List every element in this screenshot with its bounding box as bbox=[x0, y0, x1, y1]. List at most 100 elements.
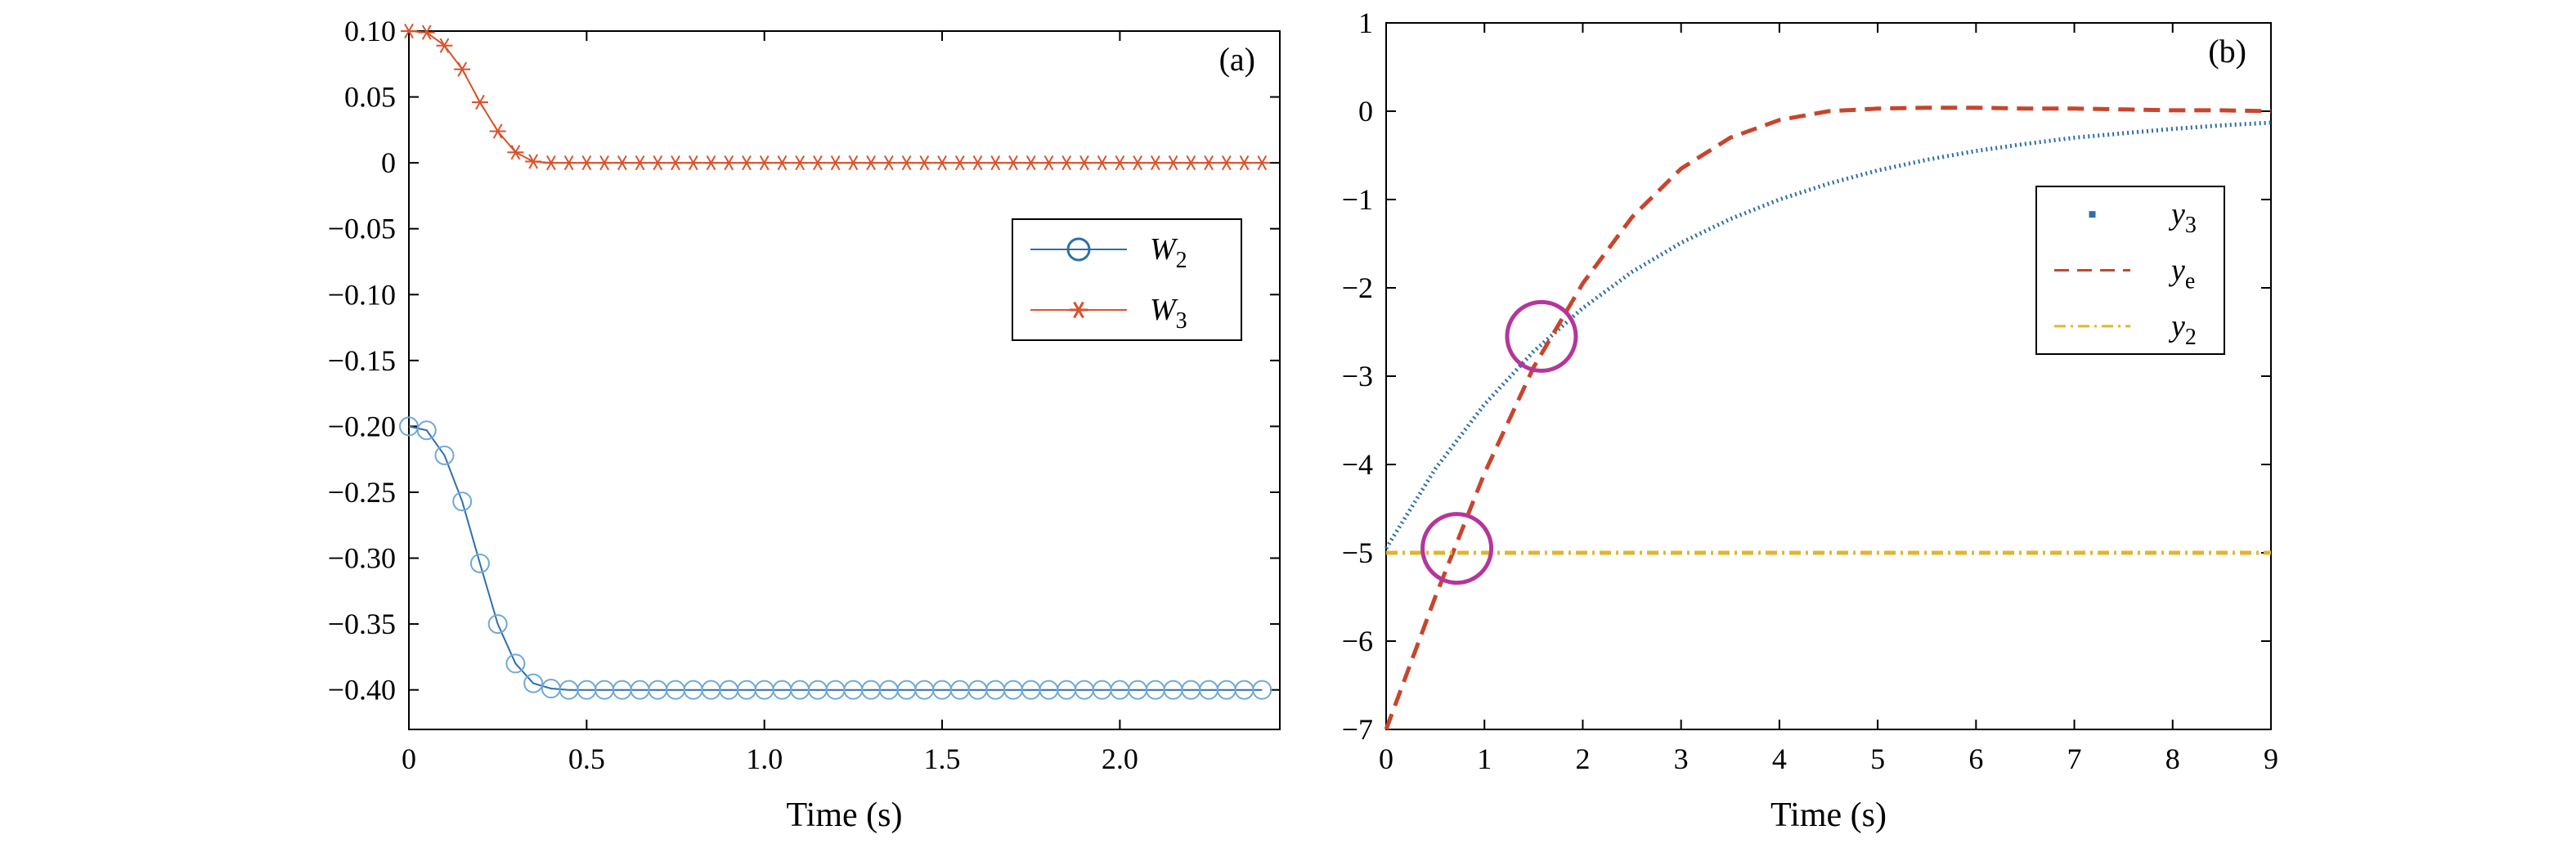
data-point-stroke bbox=[759, 155, 770, 171]
data-point bbox=[418, 25, 435, 40]
data-point-stroke bbox=[1061, 155, 1072, 171]
data-point bbox=[649, 155, 666, 171]
data-point-stroke bbox=[688, 155, 698, 171]
y-tick-label: −3 bbox=[1342, 360, 1373, 393]
data-point bbox=[542, 155, 559, 171]
data-point bbox=[596, 155, 613, 171]
x-tick-label: 3 bbox=[1674, 743, 1689, 775]
y-tick-label: −2 bbox=[1342, 271, 1373, 304]
legend-box bbox=[1012, 218, 1242, 341]
data-point bbox=[1218, 155, 1235, 171]
panel-a-chart: 0 0.5 1.0 1.5 2.0 0.10 0.05 0 −0.05 −0.10 −0.15 −0.… bbox=[328, 15, 1281, 834]
legend-label-sub: 3 bbox=[2185, 213, 2197, 238]
y-tick-label: −0.15 bbox=[328, 344, 396, 377]
x-tick-label: 5 bbox=[1870, 743, 1885, 775]
data-point bbox=[434, 445, 455, 465]
data-point-stroke bbox=[421, 25, 432, 40]
data-point bbox=[969, 155, 986, 171]
y-tick-label: 0 bbox=[381, 146, 396, 179]
data-point bbox=[1058, 155, 1075, 171]
y-tick-label: −0.40 bbox=[328, 674, 396, 707]
data-point bbox=[1129, 155, 1147, 171]
series-line bbox=[408, 425, 1263, 691]
legend-label-sub: e bbox=[2185, 269, 2195, 294]
data-point-stroke bbox=[919, 155, 930, 171]
legend-label-main: y bbox=[2168, 309, 2185, 343]
y-tick-label: −0.35 bbox=[328, 608, 396, 640]
data-point bbox=[684, 155, 702, 171]
data-point bbox=[880, 155, 897, 171]
data-point-stroke bbox=[581, 155, 592, 171]
data-point bbox=[505, 653, 526, 674]
y-tick-label: −0.05 bbox=[328, 213, 396, 245]
data-point-stroke bbox=[1079, 155, 1089, 171]
y-tick-label: −0.20 bbox=[328, 410, 396, 442]
data-point-stroke bbox=[617, 155, 627, 171]
data-point-stroke bbox=[830, 155, 841, 171]
data-point bbox=[436, 38, 453, 53]
data-point bbox=[738, 155, 755, 171]
x-tick-label: 0 bbox=[402, 743, 416, 775]
legend-label: ye bbox=[2168, 254, 2195, 294]
legend-marker bbox=[1066, 237, 1091, 262]
legend-label-sub: 2 bbox=[2185, 325, 2197, 350]
data-point bbox=[898, 155, 915, 171]
data-point-stroke bbox=[1097, 155, 1107, 171]
legend-label: W3 bbox=[1150, 293, 1187, 334]
legend-label: W2 bbox=[1150, 232, 1187, 273]
data-point bbox=[1252, 680, 1272, 700]
x-axis-title: Time (s) bbox=[787, 796, 903, 834]
data-point-stroke bbox=[795, 155, 806, 171]
data-point bbox=[631, 155, 648, 171]
data-point bbox=[756, 155, 773, 171]
data-point-stroke bbox=[599, 155, 609, 171]
data-point bbox=[1147, 155, 1164, 171]
data-point-stroke bbox=[1025, 155, 1036, 171]
y-tick-label: −0.30 bbox=[328, 542, 396, 575]
data-point-stroke bbox=[475, 94, 485, 110]
x-tick-label: 8 bbox=[2165, 743, 2180, 775]
y-tick-label: −0.25 bbox=[328, 476, 396, 509]
legend-marker-stroke bbox=[1073, 301, 1084, 319]
data-point-stroke bbox=[706, 155, 716, 171]
data-point-stroke bbox=[1150, 155, 1160, 171]
data-point bbox=[1254, 155, 1271, 171]
data-point bbox=[1200, 155, 1218, 171]
data-point bbox=[809, 155, 826, 171]
data-point bbox=[1165, 155, 1182, 171]
data-point-stroke bbox=[1239, 155, 1250, 171]
plot-frame bbox=[1385, 22, 2272, 730]
data-point-stroke bbox=[1221, 155, 1232, 171]
data-point bbox=[702, 155, 720, 171]
data-point-stroke bbox=[742, 155, 752, 171]
data-point bbox=[525, 154, 542, 169]
data-point bbox=[454, 61, 471, 77]
x-tick-label: 1 bbox=[1477, 743, 1492, 775]
x-tick-label: 2 bbox=[1575, 743, 1590, 775]
y-tick-label: −4 bbox=[1342, 448, 1373, 481]
data-point bbox=[720, 155, 738, 171]
data-point-stroke bbox=[1204, 155, 1214, 171]
data-point-stroke bbox=[1133, 155, 1142, 171]
data-point bbox=[560, 155, 577, 171]
legend-label: y2 bbox=[2168, 309, 2197, 350]
x-tick-label: 1.0 bbox=[746, 743, 783, 775]
data-point bbox=[792, 155, 809, 171]
x-tick-label: 0.5 bbox=[568, 743, 605, 775]
data-point bbox=[1236, 155, 1253, 171]
data-point-stroke bbox=[937, 155, 947, 171]
legend-label-main: y bbox=[2168, 254, 2185, 288]
data-point bbox=[416, 420, 437, 441]
highlight-circle bbox=[1420, 512, 1494, 586]
data-point bbox=[1093, 155, 1111, 171]
y-tick-label: 0 bbox=[1358, 95, 1373, 128]
data-point bbox=[452, 491, 473, 512]
data-point-stroke bbox=[439, 38, 450, 53]
data-point-stroke bbox=[528, 154, 539, 169]
data-point bbox=[951, 155, 968, 171]
legend-label-main: W bbox=[1150, 293, 1178, 327]
data-point-stroke bbox=[813, 155, 823, 171]
panel-label: (a) bbox=[1219, 41, 1255, 78]
